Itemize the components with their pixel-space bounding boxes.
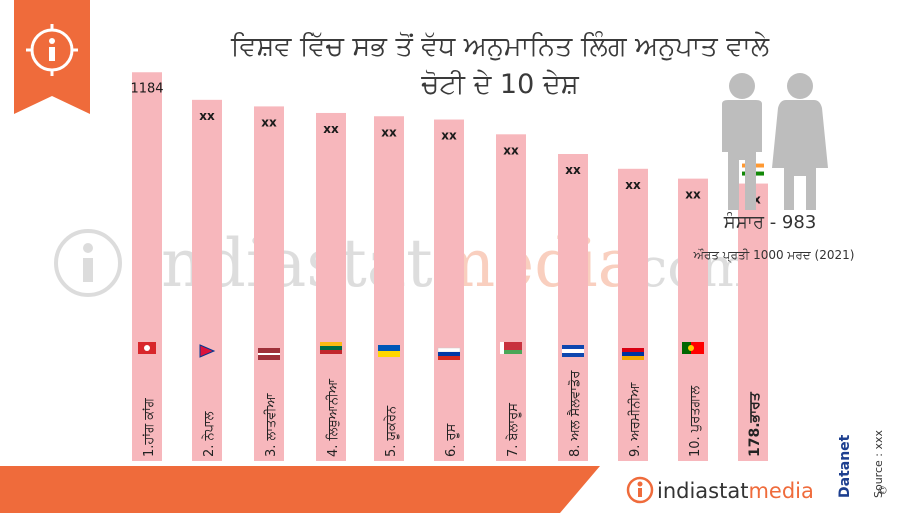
svg-text:indiastatmedia: indiastatmedia (657, 479, 814, 503)
bar-value-label: xx (625, 178, 641, 192)
hong-kong-flag (138, 342, 156, 354)
nepal-flag (199, 344, 216, 358)
bar-category-label: 4. ਲਿਥੁਆਨੀਆ (326, 378, 341, 457)
source-text: Source : xxx (872, 430, 885, 498)
world-sub-label: ਔਰਤ ਪ੍ਰਤੀ 1000 ਮਰਦ (2021) (693, 248, 855, 262)
bar (434, 119, 464, 462)
people-icon (722, 73, 828, 210)
bar-category-label: 178.ਭਾਰਤ (747, 391, 763, 457)
el-salvador-flag (562, 345, 584, 357)
chart-title-line-2: ਚੋਟੀ ਦੇ 10 ਦੇਸ਼ (421, 69, 579, 100)
bar (192, 99, 222, 461)
bar (738, 183, 768, 461)
armenia-flag (622, 348, 644, 360)
footer-logo-icon (626, 476, 654, 504)
bar (496, 134, 526, 461)
bar-category-label: 2. ਨੇਪਾਲ (202, 411, 217, 457)
bar-category-label: 7. ਬੇਲਾਰੂਸ (506, 403, 521, 457)
belarus-flag (500, 342, 522, 354)
bar-value-label: xx (381, 125, 397, 139)
bar (132, 72, 162, 462)
footer-bar: indiastatmedia (0, 466, 814, 513)
chart-title: ਵਿਸ਼ਵ ਵਿੱਚ ਸਭ ਤੋਂ ਵੱਧ ਅਨੁਮਾਨਿਤ ਲਿੰਗ ਅਨੁਪ… (150, 28, 850, 104)
bar-value-label: xx (323, 122, 339, 136)
bar (374, 116, 404, 461)
bar (316, 112, 346, 461)
latvia-flag (258, 348, 280, 360)
info-badge (14, 0, 90, 114)
bar-category-label: 1.ਹਾਂਗ ਕਾਂਗ (142, 397, 157, 457)
info-icon (26, 24, 78, 76)
bar (254, 106, 284, 462)
bar-category-label: 5. ਯੂਕਰੇਨ (384, 405, 399, 457)
footer-brand-right: media (748, 479, 813, 503)
bar-category-label: 3. ਲਾਤਵੀਆ (264, 393, 279, 457)
russia-flag (437, 347, 461, 360)
bar-value-label: xx (685, 188, 701, 202)
bar-category-label: 8. ਅਲ ਸੈਲਵਾਡੋਰ (567, 370, 583, 457)
ukraine-flag (378, 345, 400, 357)
bar-value-label: xx (261, 115, 277, 129)
bar-value-label: xx (199, 109, 215, 123)
bar-value-label: 1184 (130, 81, 163, 96)
bar-category-label: 9. ਅਰਮੀਨੀਆ (628, 382, 643, 457)
source-note: Source : xxx (872, 430, 885, 498)
bar (678, 178, 708, 461)
chart-title-line-1: ਵਿਸ਼ਵ ਵਿੱਚ ਸਭ ਤੋਂ ਵੱਧ ਅਨੁਮਾਨਿਤ ਲਿੰਗ ਅਨੁਪ… (230, 31, 770, 62)
copyright-symbol: © (877, 484, 888, 497)
bar (618, 168, 648, 462)
datanet-text: Datanet (837, 434, 853, 498)
world-label: ਸੰਸਾਰ - 983 (723, 212, 817, 233)
bar-value-label: xx (503, 143, 519, 157)
bar-category-label: 6. ਰੂਸ (444, 423, 459, 457)
bar-value-label: xx (565, 163, 581, 177)
portugal-flag (682, 342, 704, 354)
bar (558, 154, 588, 461)
bar-category-label: 10. ਪੁਰਤਗਾਲ (688, 386, 703, 457)
datanet-brand: Datanet (837, 434, 853, 498)
lithuania-flag (320, 342, 342, 354)
footer-brand-left: indiastat (657, 479, 748, 503)
bar-value-label: xx (441, 129, 457, 143)
